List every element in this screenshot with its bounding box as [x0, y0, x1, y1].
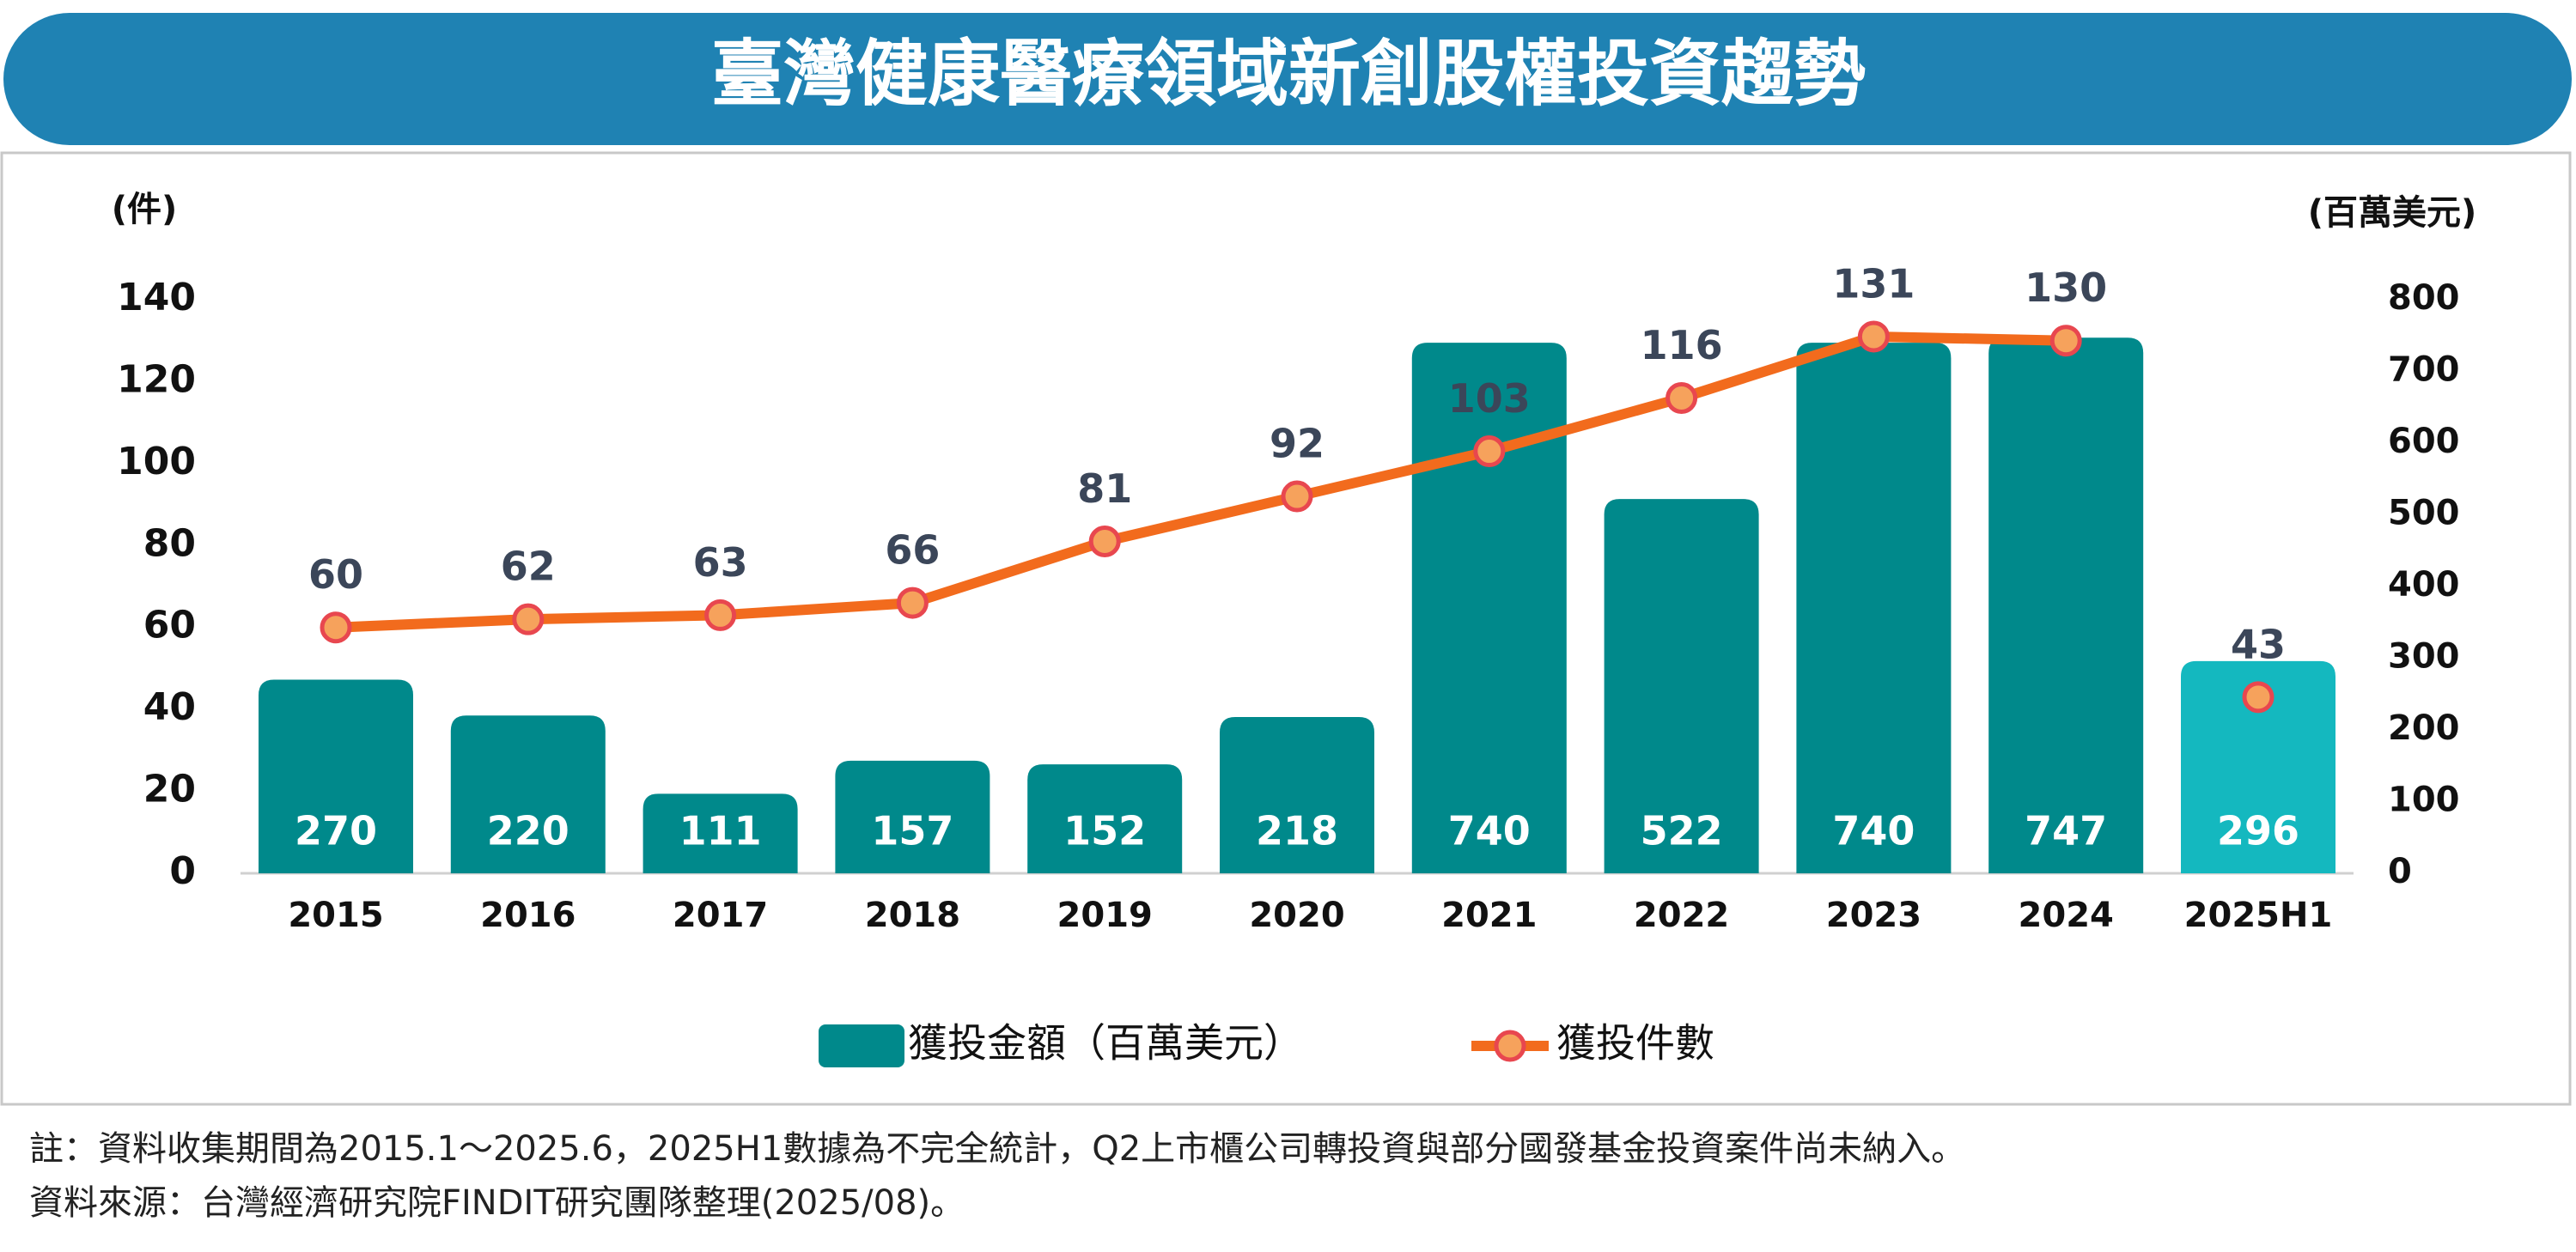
y2-axis-label: (百萬美元)	[2308, 193, 2477, 233]
note: 註：資料收集期間為2015.1～2025.6，2025H1數據為不完全統計，Q2…	[29, 1129, 1965, 1169]
bar-value-label: 296	[2217, 808, 2299, 854]
bar-value-label: 270	[295, 808, 377, 854]
bar-value-label: 740	[1448, 808, 1531, 854]
y2-tick-label: 600	[2388, 422, 2460, 461]
y2-tick-label: 500	[2388, 494, 2460, 533]
bar-value-label: 152	[1063, 808, 1146, 854]
x-tick-label: 2015	[288, 896, 383, 935]
x-tick-label: 2016	[480, 896, 575, 935]
bar-value-label: 218	[1256, 808, 1338, 854]
bar	[835, 760, 990, 873]
source: 資料來源：台灣經濟研究院FINDIT研究團隊整理(2025/08)。	[29, 1183, 965, 1223]
legend-label: 獲投金額（百萬美元）	[908, 1020, 1303, 1067]
bar	[1604, 499, 1759, 873]
x-tick-label: 2024	[2019, 896, 2114, 935]
bar	[259, 679, 413, 873]
x-tick-label: 2020	[1249, 896, 1344, 935]
y-tick-label: 80	[143, 521, 196, 565]
y-tick-label: 20	[143, 768, 196, 811]
line-marker	[704, 599, 737, 631]
y2-tick-label: 200	[2388, 708, 2460, 748]
y2-tick-label: 300	[2388, 637, 2460, 677]
line-value-label: 66	[885, 527, 940, 574]
y2-tick-label: 700	[2388, 350, 2460, 390]
line-marker	[896, 586, 929, 619]
y2-tick-label: 0	[2388, 852, 2412, 891]
line-value-label: 81	[1077, 465, 1132, 512]
y2-tick-label: 100	[2388, 781, 2460, 820]
chart-frame	[0, 151, 2572, 1106]
y-tick-label: 120	[117, 357, 196, 401]
line-marker	[1857, 320, 1890, 353]
y-axis-label: (件)	[112, 190, 178, 229]
bar-value-label: 522	[1641, 808, 1723, 854]
line-value-label: 43	[2231, 621, 2286, 667]
bar	[642, 793, 798, 873]
line-value-label: 62	[501, 544, 556, 590]
line-value-label: 92	[1270, 421, 1325, 467]
line-marker	[320, 611, 352, 644]
line-marker	[1666, 382, 1698, 415]
legend-label: 獲投件數	[1556, 1020, 1714, 1067]
y2-tick-label: 400	[2388, 565, 2460, 605]
legend-swatch	[819, 1024, 904, 1067]
bar	[1988, 337, 2144, 873]
x-tick-label: 2021	[1441, 896, 1537, 935]
bar-value-label: 111	[679, 808, 762, 854]
y-tick-label: 140	[117, 276, 196, 319]
bar	[1220, 716, 1374, 873]
bar-value-label: 157	[871, 808, 953, 854]
line-marker	[2049, 325, 2082, 357]
line-marker	[512, 603, 545, 635]
line-value-label: 116	[1641, 322, 1723, 368]
title-banner	[3, 13, 2572, 145]
line	[335, 331, 2067, 633]
line-marker	[1281, 480, 1313, 513]
chart-title: 臺灣健康醫療領域新創股權投資趨勢	[711, 32, 1866, 116]
bar-value-label: 747	[2025, 808, 2107, 854]
bar-value-label: 740	[1832, 808, 1915, 854]
y-tick-label: 0	[169, 849, 196, 893]
bar	[1411, 343, 1567, 874]
line-value-label: 130	[2025, 264, 2107, 311]
x-tick-label: 2022	[1634, 896, 1729, 935]
line-value-label: 131	[1832, 260, 1915, 307]
x-tick-label: 2018	[865, 896, 960, 935]
bar	[1796, 343, 1952, 874]
bar	[2181, 660, 2335, 873]
x-tick-label: 2019	[1057, 896, 1153, 935]
y-tick-label: 40	[143, 685, 196, 729]
line-value-label: 63	[693, 539, 748, 586]
line-marker	[1473, 435, 1506, 468]
x-tick-label: 2017	[673, 896, 768, 935]
line-value-label: 60	[308, 551, 363, 598]
x-tick-label: 2025H1	[2184, 896, 2333, 935]
line-marker	[1088, 526, 1121, 558]
line-marker	[2242, 681, 2275, 714]
bar-value-label: 220	[487, 808, 569, 854]
bar	[450, 715, 606, 873]
y2-tick-label: 800	[2388, 278, 2460, 318]
legend-swatch	[1494, 1030, 1526, 1062]
line-value-label: 103	[1448, 375, 1531, 422]
y-tick-label: 100	[117, 440, 196, 483]
bar	[1027, 764, 1183, 873]
y-tick-label: 60	[143, 604, 196, 647]
x-tick-label: 2023	[1826, 896, 1921, 935]
